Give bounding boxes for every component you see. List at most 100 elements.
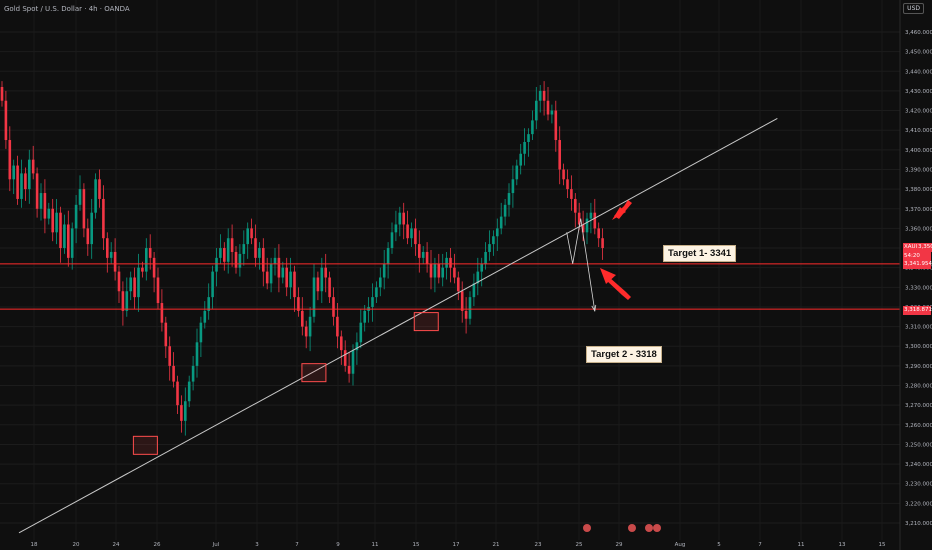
candle-body: [133, 277, 136, 298]
candle-body: [156, 277, 160, 304]
y-tick-label: 3,290.000: [905, 364, 932, 370]
candle-body: [351, 350, 355, 374]
candle-body: [546, 100, 550, 115]
projected-path-arrowhead: [591, 304, 597, 313]
candle-body: [246, 228, 249, 245]
current-price-tag: 3,350.540: [917, 243, 932, 252]
candle-body: [581, 224, 585, 233]
candle-body: [308, 316, 312, 337]
candle-body: [168, 346, 171, 366]
candle-body: [242, 244, 246, 254]
candle-body: [414, 228, 417, 245]
candle-body: [328, 277, 331, 298]
candle-body: [492, 236, 495, 245]
candle-body: [343, 350, 347, 366]
target-1-label[interactable]: Target 1- 3341: [663, 245, 737, 262]
candle-body: [180, 405, 183, 421]
horizontal-levels: [0, 263, 900, 310]
candle-body: [0, 86, 4, 101]
candle-body: [55, 212, 58, 233]
x-tick-label: 7: [295, 542, 299, 548]
candle-body: [20, 173, 23, 199]
candle-body: [211, 271, 214, 298]
candle-body: [425, 251, 429, 264]
candle-body: [464, 310, 468, 319]
candle-body: [566, 179, 569, 190]
candlestick-series: [0, 81, 604, 436]
candle-body: [449, 257, 452, 268]
candle-body: [457, 277, 460, 292]
candle-body: [511, 179, 515, 194]
candle-body: [219, 248, 222, 258]
x-tick-label: 9: [336, 542, 340, 548]
y-tick-label: 3,360.000: [905, 226, 932, 232]
projected-path-line: [566, 218, 596, 311]
candle-body: [496, 228, 499, 237]
candle-body: [35, 173, 39, 209]
candle-body: [554, 110, 558, 141]
y-tick-label: 3,380.000: [905, 187, 932, 193]
y-tick-label: 3,450.000: [905, 50, 932, 56]
x-tick-label: 24: [113, 542, 120, 548]
candle-body: [262, 248, 265, 272]
candle-body: [429, 263, 433, 278]
candle-body: [74, 204, 78, 229]
target-2-label[interactable]: Target 2 - 3318: [586, 346, 662, 363]
candle-body: [51, 208, 54, 233]
y-tick-label: 3,390.000: [905, 167, 932, 173]
level-2-price-tag: 3,318.871: [903, 306, 932, 315]
candle-body: [562, 169, 565, 180]
candle-body: [86, 228, 90, 245]
candle-body: [16, 165, 19, 199]
economic-event-icons: [583, 524, 661, 532]
candle-body: [336, 316, 339, 337]
y-tick-label: 3,240.000: [905, 462, 932, 468]
candle-body: [340, 336, 343, 351]
candle-body: [281, 267, 285, 278]
candle-body: [277, 257, 281, 278]
currency-button[interactable]: USD: [903, 3, 924, 14]
candle-body: [406, 224, 409, 239]
x-tick-label: 7: [758, 542, 762, 548]
x-tick-label: Aug: [675, 542, 686, 548]
candle-body: [152, 257, 156, 278]
y-tick-label: 3,420.000: [905, 109, 932, 115]
candle-body: [70, 228, 74, 258]
event-flag-icon: [628, 524, 636, 532]
candle-body: [59, 212, 62, 249]
candle-body: [421, 251, 425, 258]
x-tick-label: 20: [73, 542, 80, 548]
candle-body: [121, 291, 125, 311]
x-tick-label: 13: [839, 542, 846, 548]
x-tick-label: 15: [413, 542, 420, 548]
candle-body: [254, 238, 257, 258]
red-arrow-lower: [606, 277, 631, 300]
candle-body: [589, 212, 593, 219]
candle-body: [523, 141, 526, 154]
candle-body: [312, 277, 316, 317]
candle-body: [390, 232, 394, 249]
candle-body: [195, 342, 199, 366]
candle-body: [460, 291, 464, 311]
low-marker-box: [301, 363, 327, 383]
candle-body: [269, 263, 273, 284]
candle-body: [94, 179, 97, 213]
candle-body: [355, 342, 359, 351]
candle-body: [226, 238, 230, 262]
low-marker-box: [413, 312, 439, 332]
time-axis: 18 20 24 26 Jul 3 7 9 11 15 17 21 23 25 29 Aug 5 7 11 13 15: [31, 542, 886, 548]
candle-body: [601, 238, 604, 249]
symbol-title[interactable]: Gold Spot / U.S. Dollar · 4h · OANDA: [4, 5, 130, 13]
candle-body: [230, 238, 234, 252]
candle-body: [223, 248, 226, 262]
candle-body: [382, 263, 386, 278]
y-tick-label: 3,330.000: [905, 285, 932, 291]
x-tick-label: 17: [453, 542, 460, 548]
candle-body: [499, 216, 503, 229]
candle-body: [597, 228, 600, 239]
candle-body: [203, 310, 207, 323]
candle-body: [585, 218, 589, 233]
candle-body: [574, 198, 577, 213]
candle-body: [320, 267, 324, 292]
